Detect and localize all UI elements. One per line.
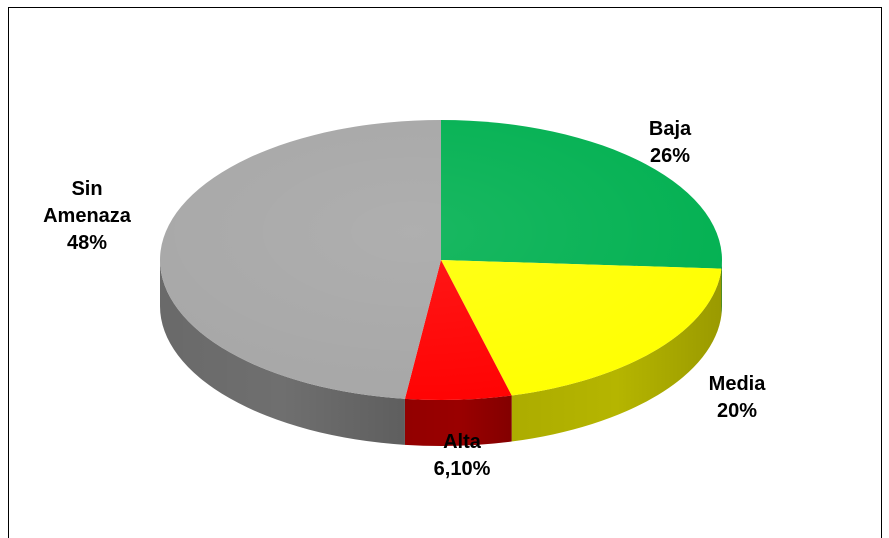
data-label-line: Amenaza (43, 205, 132, 227)
data-label-line: 26% (650, 145, 690, 167)
data-label-line: 6,10% (434, 458, 491, 480)
data-label-sin-amenaza: Sin Amenaza 48% (43, 178, 132, 254)
data-label-media: Media 20% (709, 373, 767, 422)
data-label-line: Alta (443, 431, 482, 453)
data-label-line: Baja (649, 118, 692, 140)
data-label-line: Sin (71, 178, 102, 200)
data-label-line: 20% (717, 400, 757, 422)
data-label-line: 48% (67, 232, 107, 254)
data-label-baja: Baja 26% (649, 118, 692, 167)
pie-side-shade (721, 260, 722, 315)
pie-top-shine (160, 120, 722, 400)
pie-slices (160, 120, 722, 400)
data-label-line: Media (709, 373, 767, 395)
